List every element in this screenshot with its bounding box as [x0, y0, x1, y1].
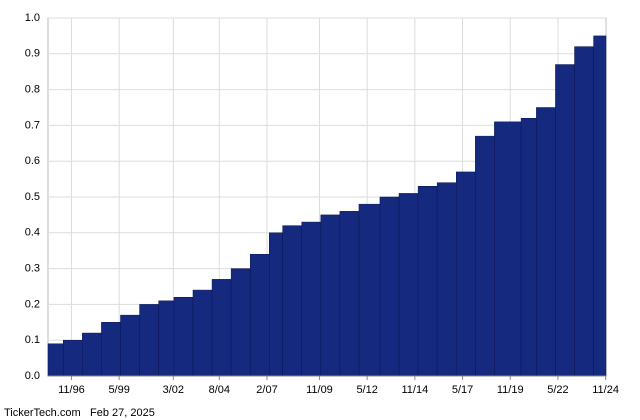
bar [379, 196, 400, 377]
bar [120, 314, 140, 377]
bar [555, 64, 575, 377]
bar [417, 186, 438, 377]
bar [249, 254, 270, 377]
bar [494, 121, 522, 377]
bar [593, 35, 607, 377]
bar [211, 279, 232, 377]
x-tick-label: 11/14 [401, 384, 428, 396]
bar [139, 304, 159, 377]
y-tick-label: 0.9 [25, 48, 40, 60]
x-tick-label: 5/99 [108, 384, 129, 396]
bar [455, 171, 476, 377]
bar [101, 322, 121, 377]
x-tick-label: 11/09 [306, 384, 333, 396]
y-tick-label: 0.6 [25, 155, 40, 167]
x-tick-label: 11/24 [592, 384, 619, 396]
bar [358, 203, 381, 377]
bar [536, 107, 556, 377]
y-tick-label: 0.1 [25, 334, 40, 346]
x-tick-label: 3/02 [163, 384, 184, 396]
bar [436, 182, 457, 377]
date: Feb 27, 2025 [90, 407, 155, 419]
bar [158, 300, 175, 377]
bar [47, 343, 64, 377]
y-tick-label: 0.2 [25, 298, 40, 310]
x-tick-label: 5/12 [356, 384, 377, 396]
y-tick-label: 0.3 [25, 263, 40, 275]
x-tick-label: 5/17 [452, 384, 473, 396]
y-tick-label: 0.7 [25, 119, 40, 131]
bar [63, 339, 83, 377]
source: TickerTech.com [4, 407, 81, 419]
bar [230, 268, 251, 377]
x-tick-label: 2/07 [256, 384, 277, 396]
bar [192, 289, 213, 377]
y-tick-label: 1.0 [25, 12, 40, 24]
x-tick-label: 11/19 [497, 384, 524, 396]
y-tick-label: 0.5 [25, 191, 40, 203]
x-tick-label: 8/04 [209, 384, 230, 396]
bar [574, 46, 594, 377]
x-tick-label: 11/96 [58, 384, 85, 396]
bar [269, 232, 283, 377]
bar [520, 117, 537, 377]
bar [173, 296, 194, 377]
y-tick-label: 0.0 [25, 370, 40, 382]
bar [301, 221, 322, 377]
bar [82, 332, 102, 377]
bar [320, 214, 341, 377]
y-tick-label: 0.8 [25, 84, 40, 96]
x-tick-label: 5/22 [547, 384, 568, 396]
y-tick-label: 0.4 [25, 227, 40, 239]
bar [339, 211, 360, 377]
bar [398, 193, 419, 377]
bar [282, 225, 302, 377]
bar [475, 135, 495, 377]
